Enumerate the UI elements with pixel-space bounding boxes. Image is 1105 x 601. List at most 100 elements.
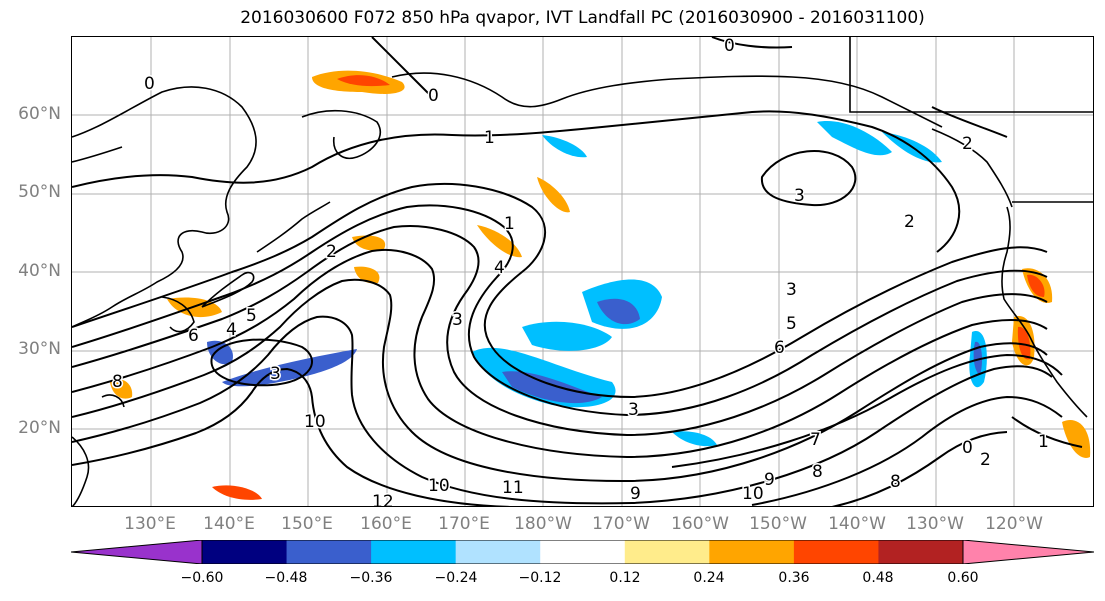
lon-label: 140°W (828, 514, 886, 534)
positive-anomaly-patch (110, 379, 133, 399)
coastline-philippines (72, 436, 90, 506)
negative-anomaly-patch (502, 371, 602, 404)
lon-label: 170°E (438, 514, 490, 534)
positive-anomaly-patch (337, 75, 390, 87)
contour-line (72, 249, 1048, 459)
contour-label: 1 (484, 128, 495, 148)
positive-anomaly-patch (1027, 274, 1045, 297)
contour-label: 2 (980, 450, 991, 470)
coastline-asia-north (72, 146, 123, 163)
contour-line (72, 315, 1053, 505)
lat-label: 50°N (18, 182, 61, 202)
colorbar-tick-label: 0.60 (947, 570, 979, 586)
coastline-kurils (256, 201, 331, 253)
contour-label: 2 (904, 212, 915, 232)
contour-label: 6 (188, 326, 199, 346)
contour-closed-3 (210, 338, 313, 387)
negative-anomaly-patch (672, 431, 717, 447)
positive-anomaly-patch (537, 177, 570, 213)
contour-label: 8 (812, 462, 823, 482)
contour-label: 8 (112, 372, 123, 392)
coastline-asia (72, 86, 257, 328)
contour-label: 9 (764, 470, 775, 490)
contour-label: 0 (962, 438, 973, 458)
coastline-west-coast (1001, 206, 1031, 338)
lon-label: 160°W (671, 514, 729, 534)
lat-label: 20°N (18, 418, 61, 438)
coastline-taiwan (101, 394, 125, 408)
lon-label: 170°W (592, 514, 650, 534)
graticule (72, 37, 1093, 506)
positive-anomaly-patch (354, 266, 380, 284)
contour-label: 9 (630, 484, 641, 504)
negative-anomaly-patch (542, 135, 587, 158)
contour-label: 7 (810, 430, 821, 450)
lon-label: 140°E (203, 514, 255, 534)
contour-line (671, 353, 1063, 468)
lon-label: 120°W (985, 514, 1043, 534)
colorbar-bin (540, 540, 626, 564)
lat-label: 40°N (18, 261, 61, 281)
negative-anomaly-patch (597, 298, 640, 325)
colorbar-bin (793, 540, 879, 564)
lon-label: 180°W (514, 514, 572, 534)
map-panel: 0 0 0 1 1 2 2 2 3 3 3 3 4 4 5 5 6 7 8 8 … (71, 36, 1094, 507)
lon-label: 150°W (749, 514, 807, 534)
contour-line (1011, 416, 1083, 448)
contour-label: 1 (1038, 432, 1049, 452)
contour-label: 12 (372, 492, 394, 507)
contour-label: 4 (494, 258, 505, 278)
colorbar-tick-label: 0.48 (862, 570, 894, 586)
ivt-contours (72, 37, 1083, 506)
colorbar-tick-label: −0.24 (434, 570, 478, 586)
contour-label: 3 (628, 400, 639, 420)
coastline-japan (201, 271, 255, 308)
coastline-korea (161, 296, 195, 333)
coastline-alaska-panhandle (931, 128, 1013, 208)
map-title: 2016030600 F072 850 hPa qvapor, IVT Land… (240, 8, 925, 28)
colorbar-bin (202, 540, 288, 564)
contour-closed-3 (760, 150, 857, 207)
contour-line (72, 182, 1048, 399)
contour-label: 5 (246, 306, 257, 326)
contour-label: 1 (504, 214, 515, 234)
contour-label: 3 (794, 186, 805, 206)
positive-anomaly-patch (1017, 326, 1031, 360)
lon-label: 130°W (906, 514, 964, 534)
contour-label: 8 (890, 472, 901, 492)
colorbar (71, 540, 1094, 564)
colorbar-bin (878, 540, 964, 564)
contour-label: 10 (428, 476, 450, 496)
coastline-alaska (391, 72, 943, 128)
contour-line (72, 110, 961, 253)
border-alaska-canada (849, 37, 1093, 113)
contour-label: 3 (270, 364, 281, 384)
negative-anomaly-patch (222, 349, 357, 387)
lon-label: 150°E (281, 514, 333, 534)
colorbar-tick-label: −0.48 (264, 570, 308, 586)
contour-label: 4 (226, 320, 237, 340)
lon-label: 130°E (124, 514, 176, 534)
negative-anomaly-patch (973, 341, 983, 375)
colorbar-outline (201, 540, 964, 564)
colorbar-tick-label: −0.36 (349, 570, 393, 586)
lat-label: 30°N (18, 339, 61, 359)
positive-anomaly-patch (212, 485, 262, 500)
contour-line (72, 367, 513, 506)
contour-line (751, 395, 1063, 506)
positive-anomaly-patch (1062, 420, 1091, 458)
contour-label: 0 (144, 74, 155, 94)
colorbar-bin (624, 540, 710, 564)
negative-anomaly-patch (522, 321, 612, 351)
contour-line (931, 106, 1008, 138)
contour-label: 3 (452, 310, 463, 330)
colorbar-tick-label: 0.36 (778, 570, 810, 586)
coastline-baja (1029, 336, 1088, 418)
colorbar-bin (371, 540, 457, 564)
contour-label: 0 (724, 37, 735, 56)
contour-label: 3 (786, 280, 797, 300)
lat-label: 60°N (18, 104, 61, 124)
colorbar-segments (202, 540, 964, 564)
contour-label: 6 (774, 338, 785, 358)
colorbar-tick-label: 0.12 (609, 570, 641, 586)
